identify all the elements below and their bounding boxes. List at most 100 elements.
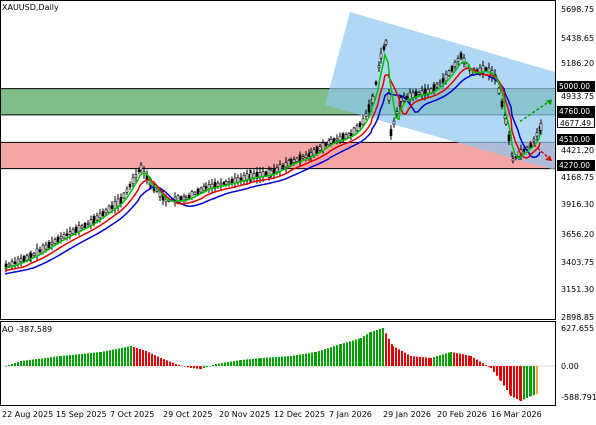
ao-bar — [388, 338, 390, 366]
symbol-title: XAUUSD,Daily — [2, 3, 59, 12]
ao-bar — [8, 365, 10, 366]
candle-body — [462, 57, 466, 64]
level-tag-4760: 4760.00 — [557, 106, 595, 117]
ao-bar — [209, 366, 211, 367]
ao-bar — [385, 333, 387, 366]
ao-bar — [66, 355, 68, 366]
ao-bar — [139, 349, 141, 366]
candle-body — [355, 125, 359, 131]
ao-bar — [212, 365, 214, 366]
candle-body — [224, 181, 228, 185]
ao-bar — [115, 349, 117, 366]
ao-bar — [453, 352, 455, 366]
ao-bar — [360, 338, 362, 366]
candle-body — [110, 205, 114, 209]
ao-bar — [72, 354, 74, 366]
ao-indicator-title: AO -387.589 — [2, 325, 53, 334]
ao-bar — [355, 339, 357, 366]
ao-bar — [465, 355, 467, 366]
candle-body — [89, 219, 93, 226]
level-tag-5000: 5000.00 — [557, 81, 595, 92]
candle-body — [315, 146, 319, 155]
ma-slow-line — [4, 73, 541, 275]
candle-body — [379, 52, 383, 59]
ao-bar — [100, 352, 102, 366]
candle-body — [219, 182, 223, 186]
ao-bar — [109, 350, 111, 366]
candle-body — [164, 198, 168, 203]
time-label: 7 Jan 2026 — [329, 410, 372, 419]
candle-body — [450, 66, 454, 72]
current-price-tag: 4677.49 — [557, 117, 595, 128]
candle-body — [500, 100, 504, 107]
ao-bar — [419, 356, 421, 366]
candle-body — [344, 134, 348, 139]
ao-tick: -588.791 — [561, 393, 596, 402]
ao-bar — [190, 366, 192, 368]
candle-body — [98, 213, 102, 219]
ao-bar — [224, 362, 226, 366]
ao-bar — [136, 348, 138, 366]
candle-body — [53, 239, 57, 244]
candle-body — [71, 229, 75, 235]
candle-body — [196, 188, 200, 195]
candle-body — [511, 158, 515, 162]
candle-body — [338, 135, 342, 141]
candle-body — [13, 261, 17, 264]
candle-body — [204, 186, 208, 189]
ao-bar — [363, 336, 365, 366]
ao-bar — [327, 348, 329, 366]
ao-bar — [513, 366, 515, 398]
candle-body — [80, 225, 84, 229]
ao-bar — [302, 354, 304, 366]
candle-body — [441, 78, 445, 83]
ao-bar — [370, 332, 372, 366]
candle-body — [435, 83, 439, 88]
candle-body — [222, 182, 226, 185]
candle-body — [269, 169, 273, 177]
ao-bar — [84, 353, 86, 366]
candle-body — [389, 128, 393, 137]
candle-body — [139, 164, 143, 171]
price-tick: 3656.20 — [561, 230, 595, 239]
ao-bar — [523, 366, 525, 400]
ao-bar — [476, 359, 478, 366]
candle-body — [116, 198, 120, 207]
ao-bar — [240, 360, 242, 366]
candle-body — [364, 113, 368, 117]
ao-bar — [293, 355, 295, 366]
ao-bar — [436, 356, 438, 366]
ao-bar — [75, 354, 77, 366]
ao-bar — [47, 357, 49, 366]
ao-bar — [50, 357, 52, 366]
ao-bar — [401, 351, 403, 366]
candle-body — [107, 205, 111, 213]
ao-bar — [243, 359, 245, 366]
candle-body — [239, 177, 243, 181]
candle-body — [47, 242, 51, 249]
forecast-up-arrow — [519, 98, 553, 123]
candle-body — [309, 152, 313, 157]
ao-bar — [233, 361, 235, 366]
candle-body — [119, 197, 123, 204]
candle-body — [304, 154, 308, 158]
ao-bar — [299, 354, 301, 366]
ao-bar — [439, 355, 441, 366]
candle-body — [361, 118, 365, 125]
ao-bar — [17, 362, 19, 366]
candle-body — [199, 187, 203, 193]
candle-body — [456, 58, 460, 62]
ao-bar — [278, 356, 280, 366]
candle-body — [329, 138, 333, 144]
ao-bar — [11, 364, 13, 366]
candle-body — [210, 183, 214, 189]
ao-bar — [392, 346, 394, 366]
candle-body — [19, 258, 23, 263]
candle-body — [10, 261, 14, 267]
candle-body — [62, 234, 66, 239]
candle-body — [122, 192, 126, 199]
ao-bar — [462, 354, 464, 366]
candle-body — [358, 122, 362, 127]
candle-body — [32, 252, 36, 257]
